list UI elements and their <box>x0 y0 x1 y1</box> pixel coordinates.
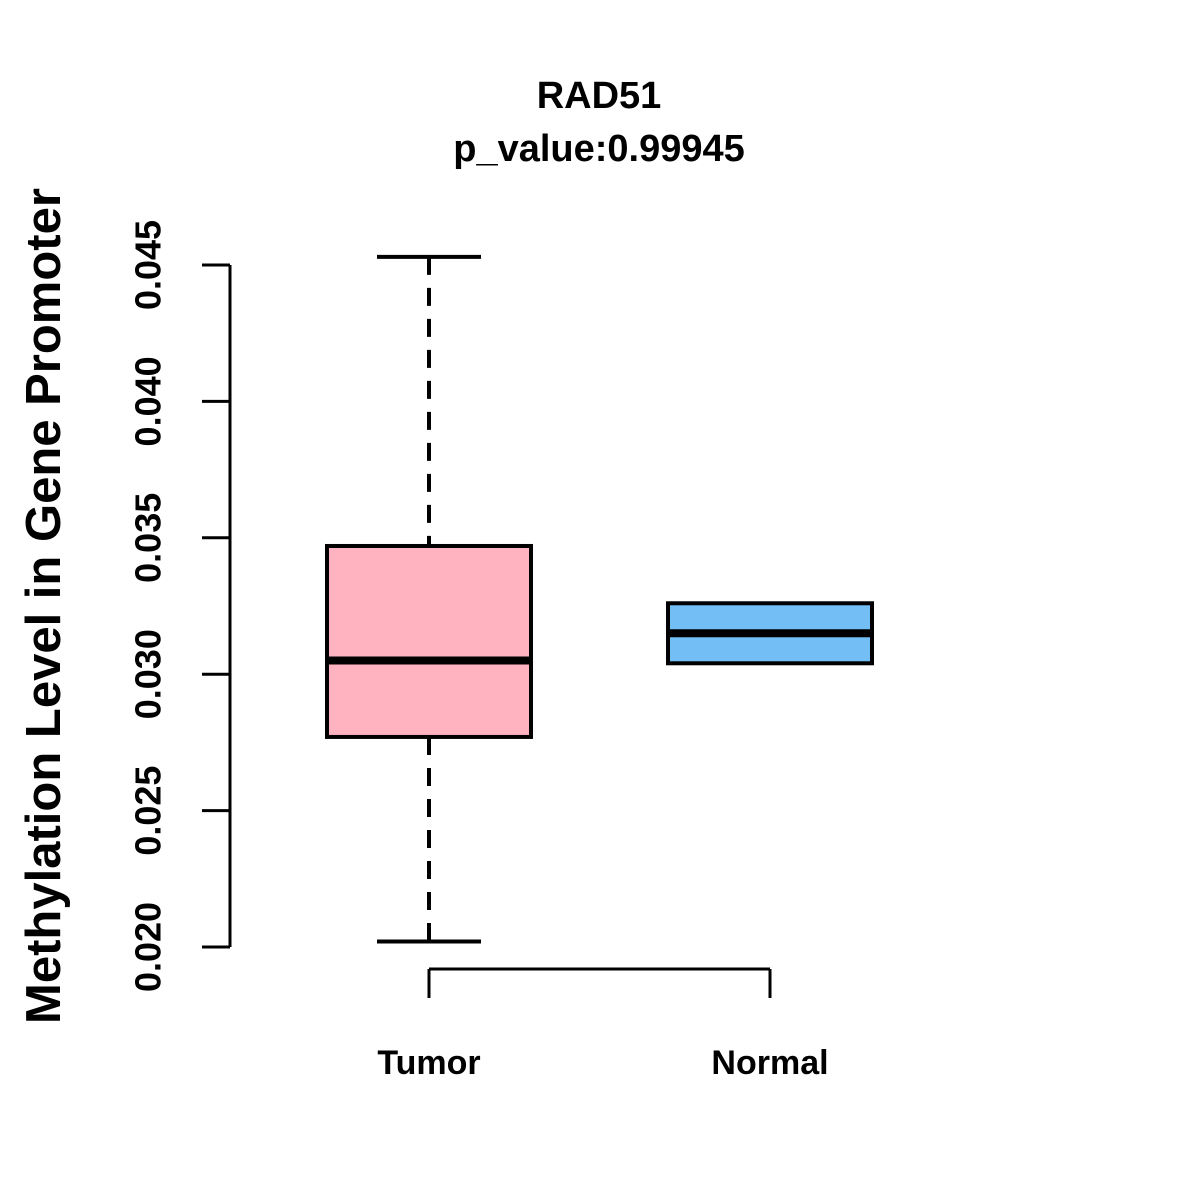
chart-subtitle: p_value:0.99945 <box>453 128 745 170</box>
y-tick-label: 0.035 <box>128 493 169 583</box>
x-category-label-tumor: Tumor <box>377 1044 481 1082</box>
title-block: RAD51 p_value:0.99945 <box>453 74 745 171</box>
y-tick-label: 0.030 <box>128 629 169 719</box>
x-category-label-normal: Normal <box>711 1044 829 1082</box>
box-tumor <box>325 543 533 739</box>
y-axis-title: Methylation Level in Gene Promoter <box>17 188 71 1024</box>
y-tick-label: 0.045 <box>128 220 169 310</box>
y-tick-label: 0.025 <box>128 766 169 856</box>
chart-title: RAD51 <box>536 75 662 117</box>
y-tick-label: 0.020 <box>128 902 169 992</box>
y-tick-label: 0.040 <box>128 356 169 446</box>
